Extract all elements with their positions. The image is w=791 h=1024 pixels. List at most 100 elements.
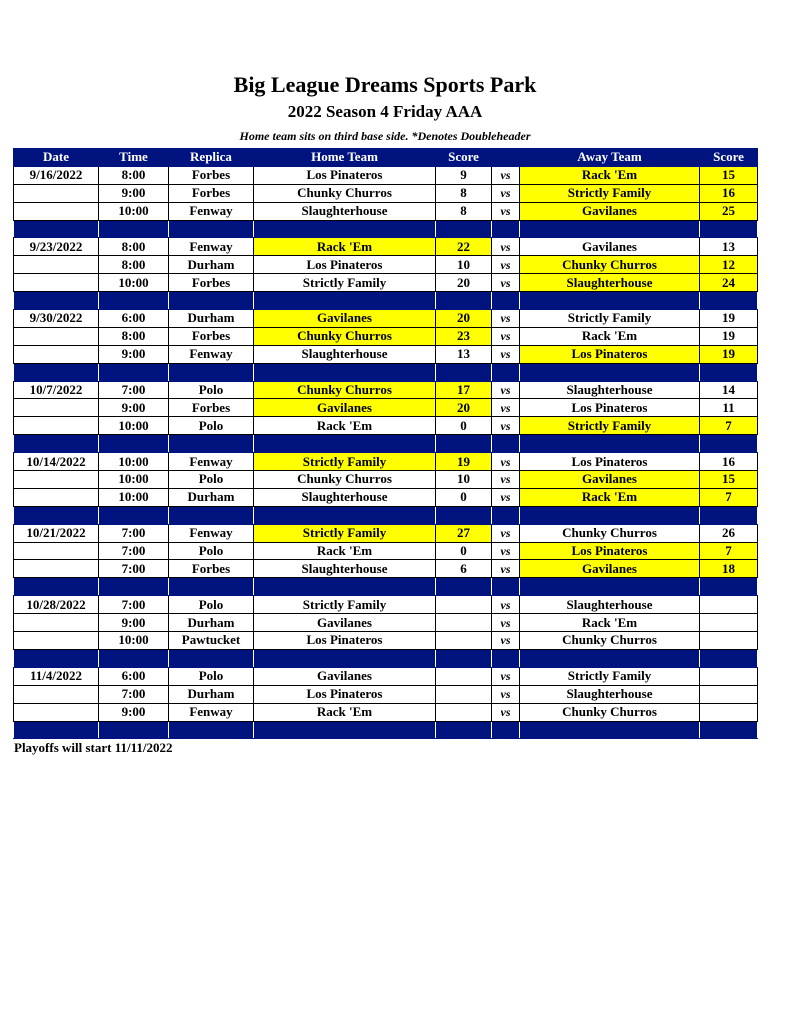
footer-note: Playoffs will start 11/11/2022 (14, 740, 173, 755)
game-row: 7:00 Polo Rack 'Em 0 vs Los Pinateros 7 (13, 541, 758, 561)
game-row: 11/4/2022 6:00 Polo Gavilanes vs Strictly Fam… (13, 666, 758, 686)
away-score-cell: 24 (699, 273, 758, 293)
time-cell: 10:00 (98, 470, 169, 489)
home-score-cell: 10 (435, 255, 492, 275)
home-team-cell: Rack 'Em (253, 416, 436, 436)
away-team-cell: Rack 'Em (519, 613, 700, 633)
separator-cell (98, 648, 169, 668)
header-vs (491, 148, 520, 167)
date-cell: 10/14/2022 (13, 452, 99, 472)
separator-cell (491, 362, 520, 382)
time-cell: 6:00 (98, 666, 169, 686)
vs-cell: vs (491, 326, 520, 346)
replica-cell: Polo (168, 666, 254, 686)
separator-cell (13, 577, 99, 597)
game-row: 9/23/2022 8:00 Fenway Rack 'Em 22 vs Gavilanes… (13, 237, 758, 257)
separator-cell (519, 720, 700, 740)
date-cell: 9/16/2022 (13, 165, 99, 185)
separator-cell (13, 362, 99, 382)
away-score-cell: 13 (699, 237, 758, 257)
date-cell (13, 541, 99, 561)
vs-cell: vs (491, 666, 520, 686)
game-row: 10/7/2022 7:00 Polo Chunky Churros 17 vs Slaug… (13, 380, 758, 400)
vs-cell: vs (491, 541, 520, 561)
away-team-cell: Chunky Churros (519, 255, 700, 275)
schedule-table: Date Time Replica Home Team Score Away T… (13, 148, 758, 740)
vs-cell: vs (491, 309, 520, 328)
home-team-cell: Chunky Churros (253, 380, 436, 400)
date-cell (13, 613, 99, 633)
away-score-cell (699, 702, 758, 722)
replica-cell: Durham (168, 684, 254, 704)
separator-cell (699, 219, 758, 239)
date-cell (13, 416, 99, 436)
separator-cell (491, 505, 520, 525)
vs-cell: vs (491, 452, 520, 472)
home-score-cell: 0 (435, 416, 492, 436)
date-cell (13, 273, 99, 293)
game-row: 10/28/2022 7:00 Polo Strictly Family vs Slaug… (13, 595, 758, 615)
home-team-cell: Rack 'Em (253, 541, 436, 561)
away-score-cell: 25 (699, 201, 758, 221)
game-row: 9:00 Durham Gavilanes vs Rack 'Em (13, 613, 758, 633)
game-row: 7:00 Forbes Slaughterhouse 6 vs Gavilanes 18 (13, 559, 758, 579)
vs-cell: vs (491, 183, 520, 203)
away-score-cell: 7 (699, 487, 758, 507)
away-team-cell: Los Pinateros (519, 398, 700, 418)
time-cell: 9:00 (98, 613, 169, 633)
separator-cell (699, 362, 758, 382)
time-cell: 8:00 (98, 255, 169, 275)
replica-cell: Polo (168, 595, 254, 615)
separator-cell (519, 648, 700, 668)
vs-cell: vs (491, 470, 520, 489)
replica-cell: Fenway (168, 452, 254, 472)
home-score-cell (435, 613, 492, 633)
home-score-cell: 0 (435, 541, 492, 561)
separator-cell (13, 291, 99, 311)
game-row: 10:00 Pawtucket Los Pinateros vs Chunky Chur… (13, 631, 758, 650)
away-team-cell: Chunky Churros (519, 702, 700, 722)
header-replica: Replica (168, 148, 254, 167)
away-team-cell: Rack 'Em (519, 326, 700, 346)
away-score-cell: 18 (699, 559, 758, 579)
time-cell: 10:00 (98, 631, 169, 650)
separator-cell (491, 434, 520, 454)
home-team-cell: Chunky Churros (253, 326, 436, 346)
away-team-cell: Gavilanes (519, 237, 700, 257)
home-team-cell: Slaughterhouse (253, 559, 436, 579)
away-team-cell: Los Pinateros (519, 344, 700, 364)
game-row: 9:00 Fenway Rack 'Em vs Chunky Churros (13, 702, 758, 722)
away-team-cell: Los Pinateros (519, 452, 700, 472)
game-row: 8:00 Durham Los Pinateros 10 vs Chunky Churro… (13, 255, 758, 275)
home-team-cell: Los Pinateros (253, 684, 436, 704)
vs-cell: vs (491, 201, 520, 221)
home-team-cell: Gavilanes (253, 613, 436, 633)
separator-cell (491, 648, 520, 668)
away-score-cell: 7 (699, 416, 758, 436)
separator-cell (98, 219, 169, 239)
home-team-cell: Los Pinateros (253, 165, 436, 185)
time-cell: 7:00 (98, 380, 169, 400)
separator-cell (13, 720, 99, 740)
home-team-cell: Gavilanes (253, 309, 436, 328)
replica-cell: Fenway (168, 344, 254, 364)
separator-cell (168, 434, 254, 454)
home-score-cell: 0 (435, 487, 492, 507)
vs-cell: vs (491, 273, 520, 293)
game-row: 9/30/2022 6:00 Durham Gavilanes 20 vs Strictly… (13, 309, 758, 328)
home-team-cell: Strictly Family (253, 452, 436, 472)
header-home-score: Score (435, 148, 492, 167)
away-team-cell: Gavilanes (519, 201, 700, 221)
replica-cell: Forbes (168, 183, 254, 203)
away-team-cell: Slaughterhouse (519, 595, 700, 615)
header-date: Date (13, 148, 99, 167)
vs-cell: vs (491, 684, 520, 704)
vs-cell: vs (491, 631, 520, 650)
game-row: 8:00 Forbes Chunky Churros 23 vs Rack 'Em 19 (13, 326, 758, 346)
home-team-cell: Strictly Family (253, 273, 436, 293)
home-team-cell: Gavilanes (253, 398, 436, 418)
game-row: 9:00 Forbes Gavilanes 20 vs Los Pinateros 11 (13, 398, 758, 418)
vs-cell: vs (491, 416, 520, 436)
away-score-cell: 15 (699, 165, 758, 185)
away-team-cell: Strictly Family (519, 416, 700, 436)
